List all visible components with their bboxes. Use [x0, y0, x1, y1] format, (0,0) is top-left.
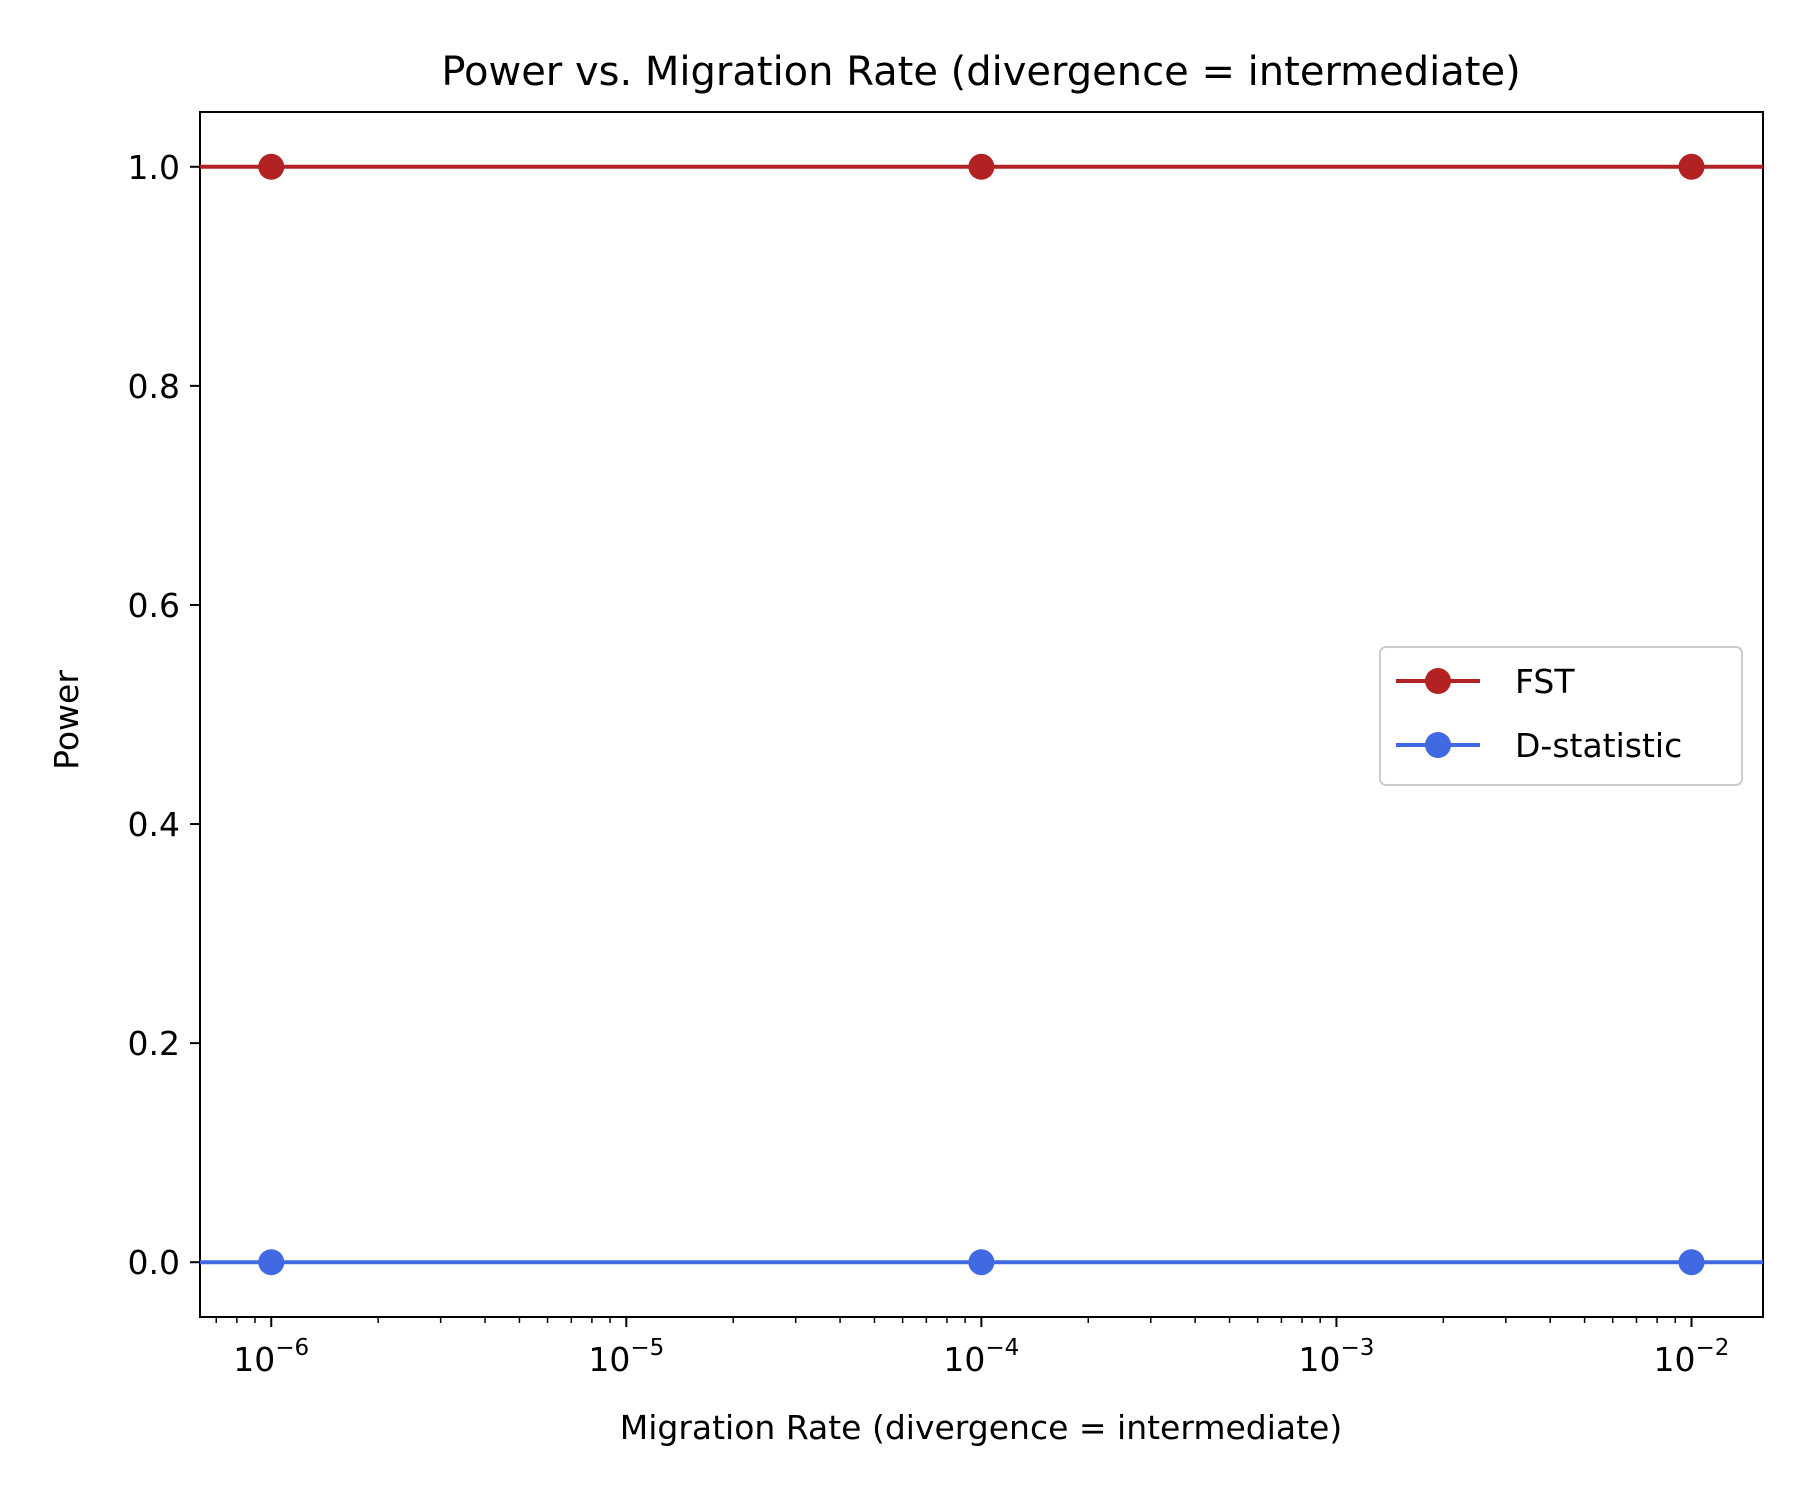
legend-label-fst: FST — [1515, 662, 1575, 701]
y-axis-ticks: 0.0 0.2 0.4 0.6 0.8 1.0 — [128, 148, 200, 1282]
x-tick-label: 10−2 — [1654, 1335, 1730, 1379]
plot-area: 10−6 10−5 10−4 10−3 10−2 0.0 0.2 0.4 0.6 0.8 1.0 — [128, 111, 1764, 1379]
y-axis-label: Power — [47, 670, 86, 770]
x-tick-label: 10−5 — [588, 1335, 664, 1379]
x-axis-ticks: 10−6 10−5 10−4 10−3 10−2 — [215, 1317, 1730, 1379]
legend: FST D-statistic — [1379, 646, 1743, 786]
legend-marker-fst — [1425, 668, 1451, 694]
y-tick-label: 0.8 — [128, 367, 180, 406]
y-tick-label: 0.4 — [128, 805, 180, 844]
data-point-d-statistic — [968, 1249, 995, 1276]
x-tick-label: 10−6 — [233, 1335, 309, 1379]
y-tick-label: 0.2 — [128, 1024, 180, 1063]
x-tick-label: 10−3 — [1298, 1335, 1374, 1379]
x-axis-label: Migration Rate (divergence = intermediat… — [620, 1408, 1343, 1447]
data-point-d-statistic — [1678, 1249, 1705, 1276]
y-tick-label: 0.6 — [128, 586, 180, 625]
y-tick-label: 1.0 — [128, 148, 180, 187]
x-tick-label: 10−4 — [943, 1335, 1019, 1379]
y-tick-label: 0.0 — [128, 1243, 180, 1282]
chart-title: Power vs. Migration Rate (divergence = i… — [441, 49, 1520, 95]
legend-label-d-statistic: D-statistic — [1515, 726, 1682, 765]
data-point-fst — [1678, 153, 1705, 180]
series-layer — [200, 153, 1763, 1276]
data-point-fst — [968, 153, 995, 180]
legend-marker-d-statistic — [1425, 732, 1451, 758]
data-point-fst — [258, 153, 285, 180]
data-point-d-statistic — [258, 1249, 285, 1276]
